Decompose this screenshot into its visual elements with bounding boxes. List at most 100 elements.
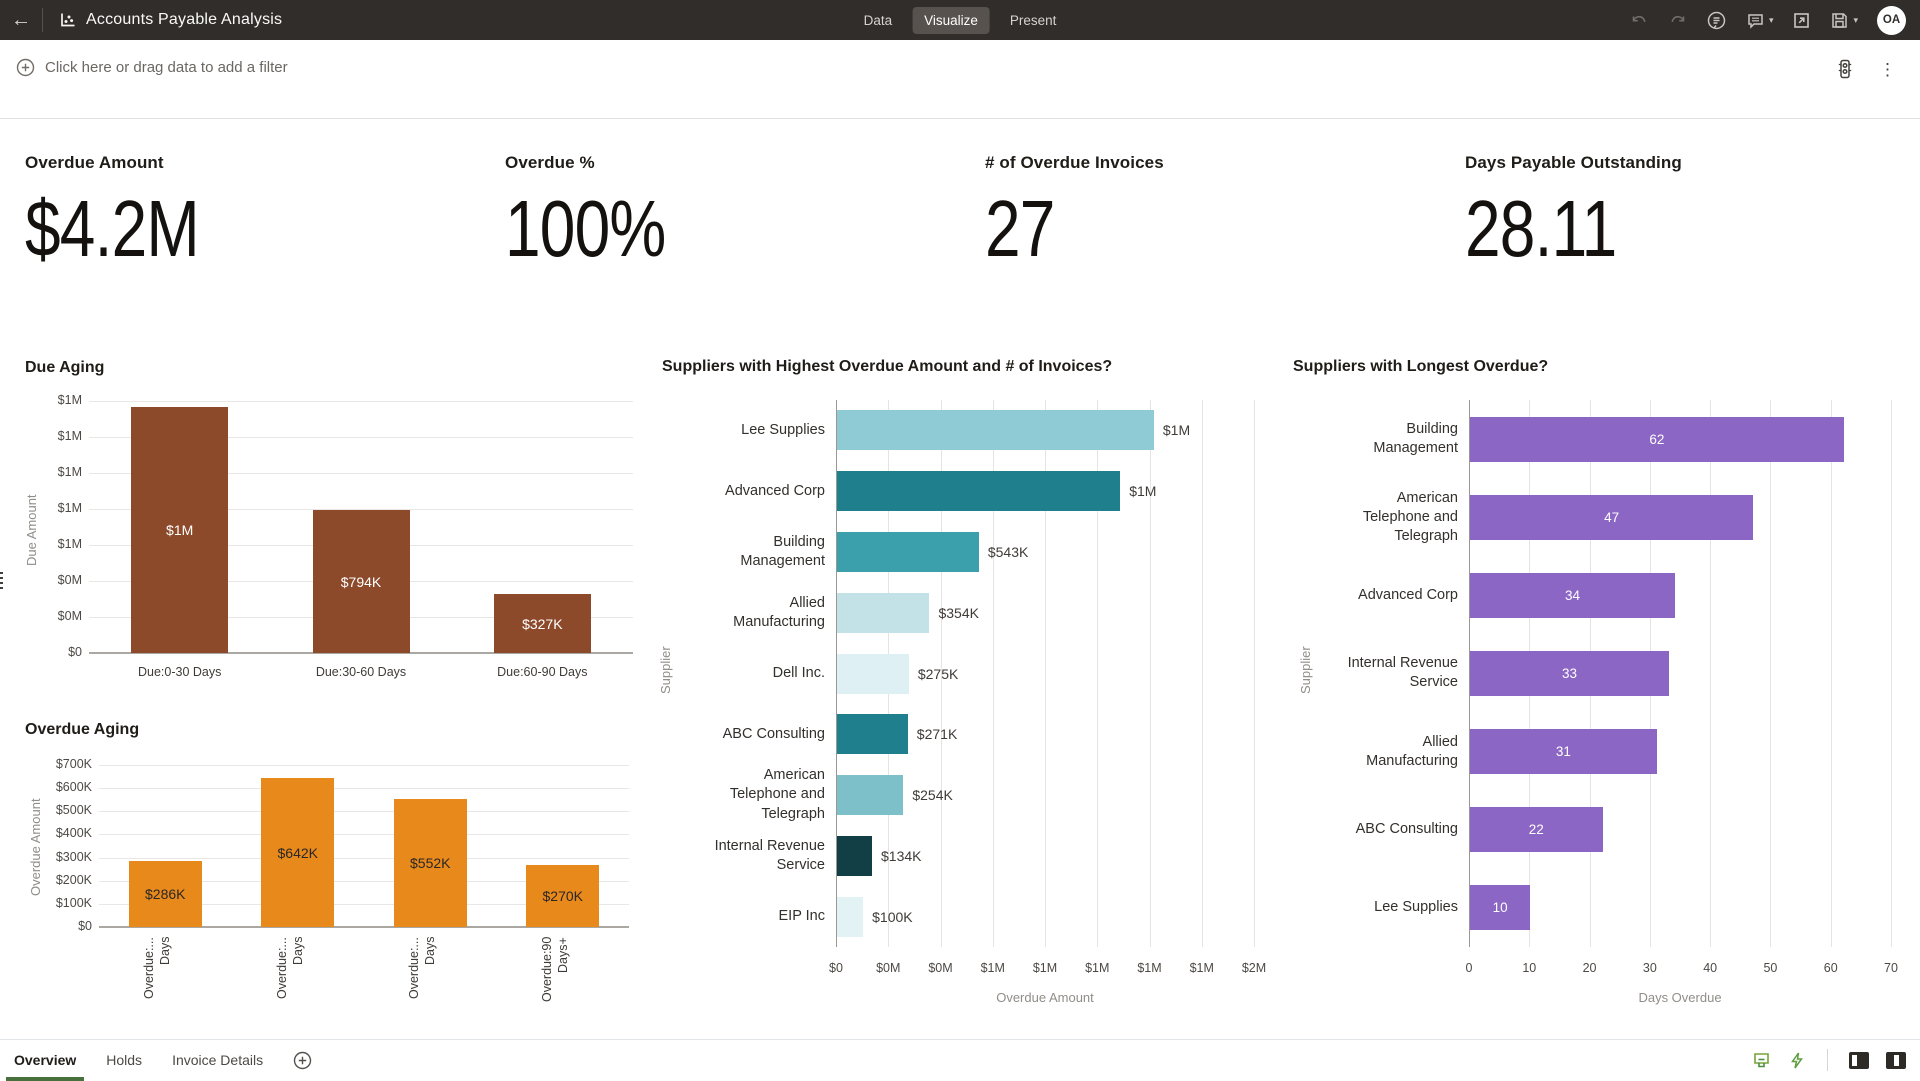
- bar[interactable]: [837, 714, 908, 755]
- x-axis-line: [99, 926, 629, 928]
- bar[interactable]: [837, 835, 872, 876]
- bar[interactable]: 47: [1470, 494, 1754, 540]
- kpi-days-payable[interactable]: Days Payable Outstanding 28.11: [1440, 130, 1920, 269]
- bar-value-label: 10: [1492, 900, 1508, 916]
- canvas-bar-actions: [1752, 1049, 1906, 1071]
- bar[interactable]: $642K: [261, 778, 335, 927]
- annotate-icon[interactable]: [1706, 10, 1727, 31]
- bar[interactable]: [837, 653, 909, 694]
- bar[interactable]: [837, 775, 904, 816]
- bar-value-label: $642K: [277, 844, 318, 861]
- canvas-tab-bar: Overview Holds Invoice Details: [0, 1039, 1920, 1081]
- bar[interactable]: [837, 592, 930, 633]
- y-axis-tick-label: $400K: [55, 826, 92, 841]
- toggle-left-panel-icon[interactable]: [1849, 1051, 1869, 1069]
- y-axis-tick-label: $200K: [55, 872, 92, 887]
- add-filter-target[interactable]: Click here or drag data to add a filter: [16, 58, 288, 77]
- toggle-right-panel-icon[interactable]: [1886, 1051, 1906, 1069]
- limit-values-icon[interactable]: [1835, 58, 1855, 80]
- gridline: [89, 401, 633, 402]
- bar-value-label: 62: [1649, 431, 1665, 447]
- gridline: [99, 811, 629, 813]
- y-axis-line: [1469, 400, 1470, 947]
- y-axis-tick-label: $700K: [55, 757, 92, 771]
- canvas-tab-overview[interactable]: Overview: [5, 1040, 85, 1081]
- workbook-chart-icon: [59, 12, 76, 29]
- bar[interactable]: 31: [1470, 729, 1657, 775]
- bar[interactable]: [837, 531, 979, 572]
- x-axis-tick-label: $1M: [1137, 961, 1162, 975]
- kpi-label: Days Payable Outstanding: [1465, 153, 1682, 172]
- canvas-tab-invoice-details[interactable]: Invoice Details: [172, 1052, 264, 1068]
- y-axis-title: Supplier: [1298, 646, 1313, 694]
- suppliers-days-overdue-chart[interactable]: Suppliers with Longest Overdue? Supplier…: [1290, 350, 1920, 1010]
- bar[interactable]: 62: [1470, 416, 1844, 462]
- add-canvas-icon[interactable]: [293, 1051, 312, 1070]
- comments-icon[interactable]: ▾: [1746, 11, 1774, 30]
- canvas-menu-icon[interactable]: ⋮: [1879, 59, 1896, 79]
- y-axis-line: [836, 400, 837, 947]
- gridline: [992, 400, 994, 947]
- y-axis-tick-label: $1M: [57, 429, 82, 443]
- kpi-label: Overdue Amount: [25, 153, 164, 172]
- gridline: [1149, 400, 1151, 947]
- bar-value-label: $100K: [872, 908, 913, 925]
- bar[interactable]: $552K: [393, 799, 467, 927]
- y-axis-tick-label: $600K: [55, 780, 92, 795]
- gridline: [940, 400, 942, 947]
- category-label: ABC Consulting: [1355, 821, 1458, 838]
- canvas-tab-holds[interactable]: Holds: [106, 1052, 143, 1068]
- canvas-filter-icon[interactable]: [1752, 1051, 1771, 1070]
- bar[interactable]: 10: [1470, 885, 1531, 931]
- canvas-edge-dashes: [0, 572, 3, 592]
- bar[interactable]: 33: [1470, 651, 1669, 696]
- x-axis-tick-label: $1M: [1189, 961, 1214, 975]
- present-window-icon[interactable]: [1792, 11, 1811, 30]
- comments-caret-icon: ▾: [1768, 14, 1774, 25]
- back-button[interactable]: ←: [11, 8, 31, 31]
- user-avatar[interactable]: OA: [1877, 5, 1906, 35]
- kpi-overdue-percent[interactable]: Overdue % 100%: [480, 130, 960, 269]
- x-axis-tick-label: $1M: [1085, 961, 1110, 975]
- due-aging-chart[interactable]: Due Aging Due Amount $1M $1M $1M $1M $1M $0M $…: [20, 350, 640, 695]
- bar[interactable]: $794K: [312, 510, 410, 653]
- kpi-row: Overdue Amount $4.2M Overdue % 100% # of…: [0, 130, 1920, 269]
- bar-value-label: 31: [1555, 744, 1571, 760]
- category-label: EIP Inc: [778, 908, 825, 925]
- y-axis-tick-label: $1M: [57, 501, 82, 515]
- bar[interactable]: [837, 896, 864, 937]
- bar[interactable]: $1M: [131, 406, 229, 653]
- save-icon[interactable]: ▾: [1830, 11, 1858, 30]
- tab-visualize[interactable]: Visualize: [912, 6, 990, 34]
- auto-insights-icon[interactable]: [1788, 1051, 1806, 1070]
- x-axis-tick-label: 10: [1522, 961, 1537, 975]
- category-label: Building Management: [740, 533, 825, 569]
- y-axis-tick-label: $500K: [55, 803, 92, 818]
- undo-icon[interactable]: [1630, 11, 1649, 30]
- kpi-label: # of Overdue Invoices: [985, 153, 1164, 172]
- tab-data[interactable]: Data: [863, 12, 893, 28]
- category-label: Overdue:90 Days+: [539, 937, 570, 1003]
- workbook-title: Accounts Payable Analysis: [86, 11, 283, 28]
- header-actions: ▾ ▾ OA: [1630, 0, 1920, 40]
- category-label: Advanced Corp: [1358, 586, 1458, 603]
- bar[interactable]: $286K: [128, 860, 202, 927]
- gridline: [1710, 400, 1712, 947]
- bar[interactable]: [837, 410, 1154, 451]
- tab-present[interactable]: Present: [1009, 12, 1057, 28]
- category-label: Internal Revenue Service: [714, 837, 825, 873]
- redo-icon[interactable]: [1668, 11, 1687, 30]
- overdue-aging-chart[interactable]: Overdue Aging Overdue Amount $700K $600K $…: [20, 712, 640, 1037]
- kpi-overdue-invoices[interactable]: # of Overdue Invoices 27: [960, 130, 1440, 269]
- bar[interactable]: [837, 471, 1121, 512]
- bar[interactable]: 34: [1470, 572, 1675, 618]
- save-caret-icon: ▾: [1853, 14, 1858, 25]
- gridline: [89, 473, 633, 474]
- bar[interactable]: $270K: [526, 864, 600, 927]
- kpi-overdue-amount[interactable]: Overdue Amount $4.2M: [0, 130, 480, 269]
- bar[interactable]: $327K: [493, 594, 591, 653]
- chart-title: Due Aging: [25, 359, 105, 376]
- bar[interactable]: 22: [1470, 807, 1603, 853]
- suppliers-overdue-amount-chart[interactable]: Suppliers with Highest Overdue Amount an…: [650, 350, 1290, 1010]
